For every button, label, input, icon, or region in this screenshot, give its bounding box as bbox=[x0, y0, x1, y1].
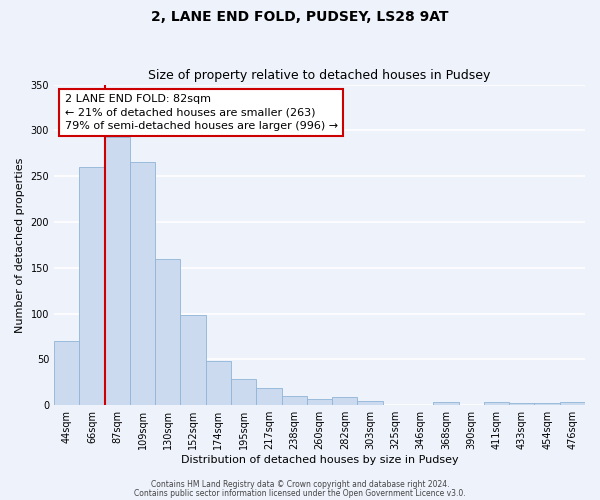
Bar bbox=[206, 361, 231, 405]
Bar bbox=[256, 388, 281, 405]
Text: 2 LANE END FOLD: 82sqm
← 21% of detached houses are smaller (263)
79% of semi-de: 2 LANE END FOLD: 82sqm ← 21% of detached… bbox=[65, 94, 338, 130]
Bar bbox=[484, 402, 509, 405]
Bar bbox=[79, 167, 104, 405]
Bar bbox=[509, 404, 535, 405]
Bar bbox=[231, 378, 256, 405]
Bar bbox=[358, 400, 383, 405]
Bar bbox=[130, 162, 155, 405]
Bar bbox=[332, 397, 358, 405]
Bar bbox=[181, 316, 206, 405]
X-axis label: Distribution of detached houses by size in Pudsey: Distribution of detached houses by size … bbox=[181, 455, 458, 465]
Text: Contains HM Land Registry data © Crown copyright and database right 2024.: Contains HM Land Registry data © Crown c… bbox=[151, 480, 449, 489]
Text: 2, LANE END FOLD, PUDSEY, LS28 9AT: 2, LANE END FOLD, PUDSEY, LS28 9AT bbox=[151, 10, 449, 24]
Bar bbox=[104, 137, 130, 405]
Bar bbox=[560, 402, 585, 405]
Bar bbox=[281, 396, 307, 405]
Text: Contains public sector information licensed under the Open Government Licence v3: Contains public sector information licen… bbox=[134, 489, 466, 498]
Bar bbox=[155, 258, 181, 405]
Bar bbox=[54, 341, 79, 405]
Bar bbox=[433, 402, 458, 405]
Bar bbox=[535, 404, 560, 405]
Title: Size of property relative to detached houses in Pudsey: Size of property relative to detached ho… bbox=[148, 69, 491, 82]
Bar bbox=[307, 399, 332, 405]
Y-axis label: Number of detached properties: Number of detached properties bbox=[15, 157, 25, 332]
